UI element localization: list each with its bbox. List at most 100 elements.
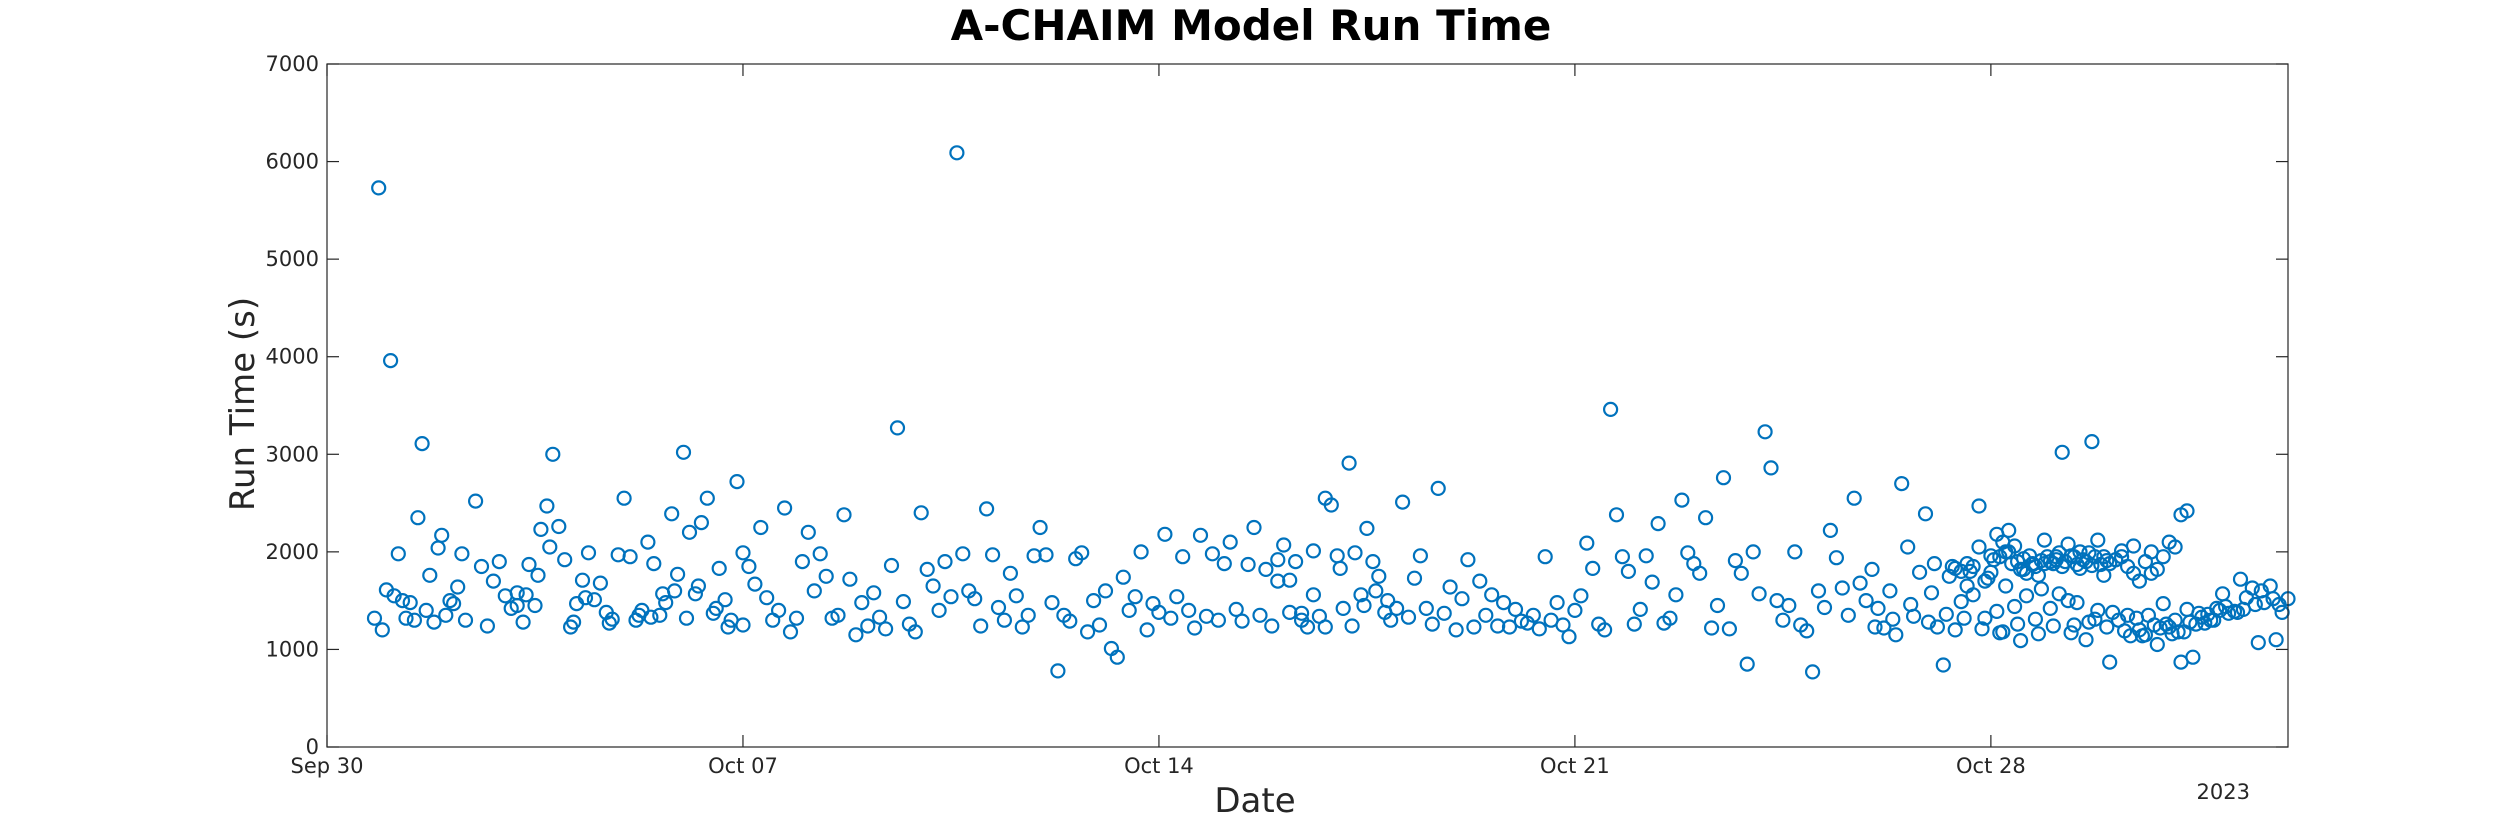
data-point — [1727, 552, 1744, 569]
data-point — [866, 585, 882, 601]
data-point — [521, 556, 537, 573]
data-point — [678, 610, 695, 626]
data-point — [1163, 610, 1179, 626]
data-point — [1139, 622, 1155, 638]
data-point — [1858, 592, 1874, 609]
data-point — [1953, 593, 1969, 610]
data-point — [366, 610, 383, 626]
data-point — [1317, 619, 1333, 635]
data-point — [1692, 565, 1708, 581]
data-point — [1258, 561, 1274, 578]
data-point — [658, 594, 674, 611]
data-point — [666, 583, 683, 599]
data-point — [2179, 503, 2195, 519]
data-point — [973, 618, 989, 634]
data-point — [2078, 632, 2094, 648]
data-point — [374, 622, 390, 638]
x-axis-secondary-label: 2023 — [2197, 780, 2250, 804]
x-tick-label: Oct 21 — [1540, 754, 1610, 778]
data-point — [1787, 544, 1803, 560]
data-point — [457, 612, 474, 628]
x-tick-label: Oct 07 — [708, 754, 778, 778]
data-point — [1412, 548, 1429, 564]
data-point — [1032, 519, 1048, 536]
data-point — [2063, 625, 2079, 641]
data-point — [1228, 601, 1244, 618]
data-point — [1525, 607, 1541, 623]
data-point — [967, 591, 983, 607]
data-point — [1549, 594, 1565, 611]
data-point — [2033, 581, 2050, 597]
data-point — [386, 588, 402, 604]
data-point — [1781, 597, 1797, 614]
data-point — [830, 607, 846, 623]
data-point — [438, 607, 454, 623]
y-tick-label: 5000 — [266, 247, 319, 271]
data-point — [2206, 612, 2222, 628]
data-point — [2131, 573, 2147, 589]
data-point — [854, 594, 870, 611]
data-point — [1632, 601, 1648, 618]
data-point — [1971, 498, 1987, 514]
data-point — [1097, 583, 1114, 599]
data-point — [1911, 564, 1928, 580]
data-point — [1074, 545, 1090, 561]
data-point — [735, 545, 751, 561]
data-point — [996, 612, 1013, 628]
data-point — [1305, 543, 1322, 559]
data-point — [2027, 611, 2044, 627]
data-point — [943, 589, 959, 605]
data-point — [907, 624, 923, 640]
data-point — [2117, 623, 2133, 639]
data-point — [2090, 532, 2106, 548]
data-point — [527, 597, 543, 614]
data-point — [1270, 552, 1286, 568]
data-point — [454, 546, 470, 562]
data-point — [1573, 588, 1589, 604]
data-point — [604, 611, 620, 627]
data-point — [1501, 619, 1518, 635]
data-point — [2036, 532, 2053, 548]
data-point — [1335, 600, 1351, 617]
data-point — [1181, 602, 1197, 619]
data-point — [800, 524, 816, 540]
data-point — [646, 555, 662, 572]
data-point — [371, 180, 387, 196]
data-point — [1332, 560, 1348, 577]
data-point — [1472, 573, 1488, 589]
data-point — [616, 490, 632, 506]
data-point — [1454, 591, 1470, 607]
data-point — [711, 560, 727, 577]
data-point — [729, 474, 745, 490]
data-point — [2090, 602, 2106, 619]
data-point — [1816, 599, 1833, 616]
data-point — [1567, 602, 1583, 619]
data-point — [1204, 546, 1221, 562]
data-point — [1938, 606, 1954, 622]
data-point — [1555, 617, 1571, 633]
data-point — [1763, 460, 1779, 476]
data-point — [1852, 575, 1868, 591]
data-point — [2185, 649, 2201, 665]
data-point — [776, 500, 793, 516]
data-point — [1846, 490, 1862, 506]
data-point — [601, 615, 617, 631]
data-point — [1867, 619, 1883, 635]
data-point — [2149, 561, 2165, 578]
data-point — [747, 576, 763, 592]
data-points — [366, 145, 2296, 680]
data-point — [1903, 596, 1919, 613]
data-point — [693, 514, 710, 531]
data-point — [1804, 664, 1821, 680]
data-point — [2045, 618, 2061, 634]
axis-ticks: 0 1000 2000 3000 4000 5000 6000 7000 Sep 30 Oct 0… — [266, 52, 2288, 778]
data-point — [557, 552, 573, 568]
data-point — [699, 490, 715, 506]
data-point — [1751, 586, 1767, 602]
data-point — [913, 505, 929, 521]
data-point — [2274, 604, 2290, 621]
data-point — [1733, 565, 1749, 581]
data-point — [426, 614, 442, 630]
data-point — [2099, 552, 2115, 569]
data-point — [1418, 600, 1434, 617]
